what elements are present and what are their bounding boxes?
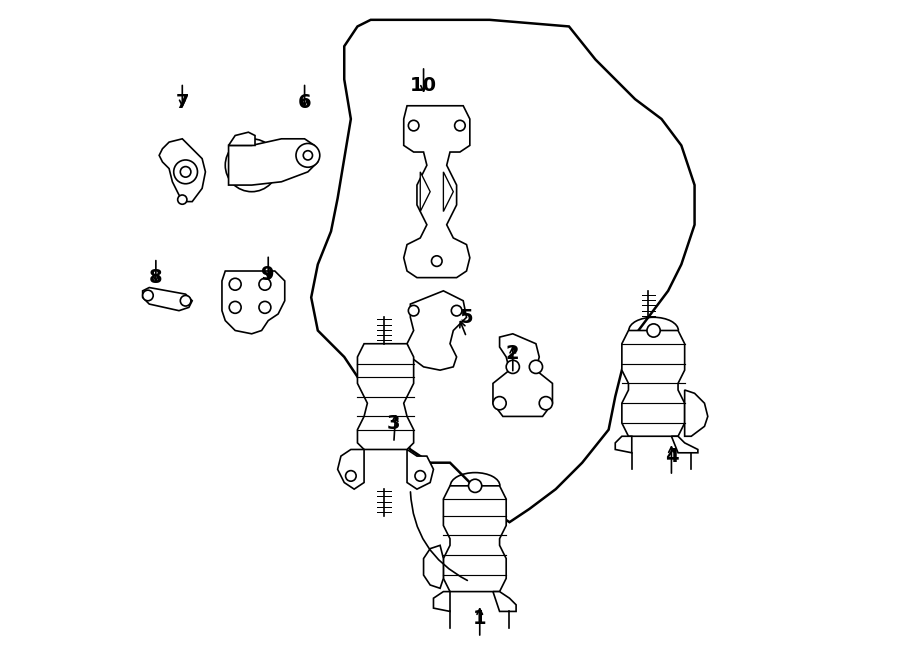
Polygon shape: [229, 132, 255, 145]
Polygon shape: [222, 271, 284, 334]
Circle shape: [246, 159, 257, 171]
Polygon shape: [685, 390, 707, 436]
Circle shape: [469, 479, 482, 492]
Circle shape: [431, 256, 442, 266]
Circle shape: [230, 301, 241, 313]
Circle shape: [296, 143, 320, 167]
Polygon shape: [357, 344, 414, 449]
PathPatch shape: [311, 20, 695, 522]
Polygon shape: [424, 545, 444, 588]
Circle shape: [454, 120, 465, 131]
Polygon shape: [229, 139, 318, 185]
Polygon shape: [622, 330, 685, 436]
Circle shape: [493, 397, 506, 410]
Circle shape: [259, 301, 271, 313]
Circle shape: [303, 151, 312, 160]
Text: 2: 2: [506, 344, 519, 363]
Polygon shape: [434, 592, 450, 611]
Text: 6: 6: [298, 93, 311, 112]
Text: 10: 10: [410, 77, 437, 95]
Polygon shape: [444, 486, 506, 592]
Circle shape: [180, 295, 191, 306]
Text: 3: 3: [387, 414, 400, 432]
Circle shape: [529, 360, 543, 373]
Circle shape: [409, 120, 419, 131]
Circle shape: [142, 290, 153, 301]
Circle shape: [451, 305, 462, 316]
Text: 4: 4: [664, 447, 679, 465]
Text: 5: 5: [460, 308, 473, 327]
Text: 8: 8: [149, 268, 163, 287]
Polygon shape: [407, 449, 434, 489]
Circle shape: [506, 360, 519, 373]
Circle shape: [346, 471, 356, 481]
Text: 9: 9: [262, 265, 275, 284]
Circle shape: [230, 278, 241, 290]
Polygon shape: [159, 139, 205, 202]
Polygon shape: [616, 436, 632, 453]
Text: 1: 1: [472, 609, 487, 627]
Polygon shape: [493, 592, 516, 611]
Polygon shape: [671, 436, 698, 453]
Polygon shape: [338, 449, 364, 489]
Polygon shape: [444, 172, 454, 212]
FancyArrowPatch shape: [410, 492, 467, 580]
Circle shape: [415, 471, 426, 481]
Text: 7: 7: [176, 93, 189, 112]
Polygon shape: [420, 172, 430, 212]
Circle shape: [180, 167, 191, 177]
Circle shape: [539, 397, 553, 410]
Polygon shape: [407, 291, 466, 370]
Polygon shape: [142, 288, 193, 311]
Circle shape: [225, 139, 278, 192]
Circle shape: [177, 195, 187, 204]
Circle shape: [409, 305, 419, 316]
Circle shape: [647, 324, 661, 337]
Circle shape: [238, 151, 266, 180]
Polygon shape: [404, 106, 470, 278]
Circle shape: [174, 160, 197, 184]
Circle shape: [259, 278, 271, 290]
Polygon shape: [493, 334, 553, 416]
